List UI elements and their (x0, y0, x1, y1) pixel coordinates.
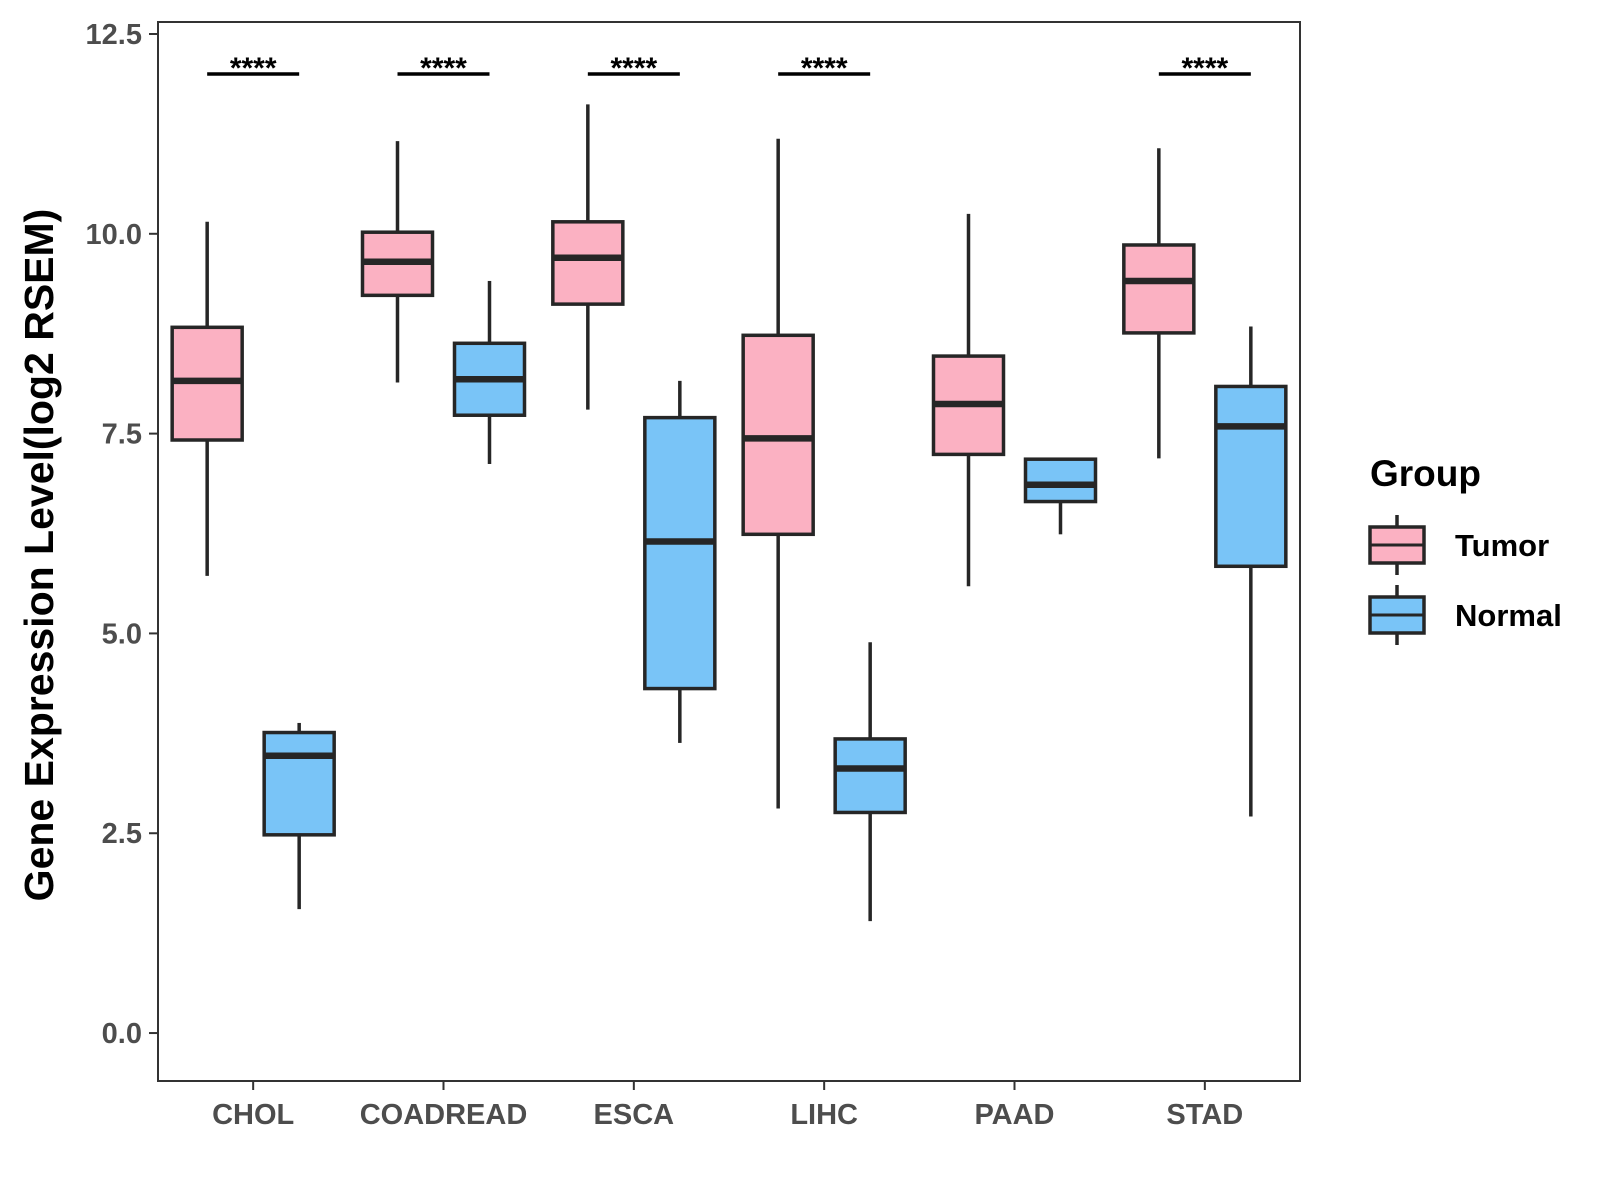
tumor-box-paad (931, 213, 1006, 587)
significance-label-lihc: **** (801, 52, 848, 85)
tumor-box-lihc (741, 138, 815, 809)
significance-label-coadread: **** (420, 52, 467, 85)
significance-label-esca: **** (610, 52, 657, 85)
y-tick-label: 10.0 (86, 219, 142, 251)
iqr-box (741, 333, 815, 537)
significance-label-chol: **** (230, 52, 277, 85)
x-tick-label-stad: STAD (1166, 1099, 1243, 1131)
normal-box-lihc (833, 642, 907, 922)
legend-key-normal (1368, 585, 1426, 645)
legend: Group Tumor Normal (1368, 453, 1562, 645)
iqr-box (1214, 384, 1288, 569)
y-tick-label: 7.5 (102, 419, 142, 451)
x-tick-label-chol: CHOL (212, 1099, 294, 1131)
y-tick-label: 2.5 (102, 818, 142, 850)
tumor-box-coadread (360, 141, 435, 383)
x-tick-label-lihc: LIHC (790, 1099, 858, 1131)
y-tick-label: 5.0 (102, 618, 142, 650)
axes: 0.0 2.5 5.0 7.5 10.0 12.5 CHOL COADREAD ESCA LIHC… (86, 19, 1301, 1131)
normal-box-coadread (452, 280, 527, 464)
iqr-box (1122, 243, 1196, 335)
normal-box-stad (1214, 326, 1288, 817)
legend-title: Group (1370, 453, 1481, 494)
y-axis-title: Gene Expression Level(log2 RSEM) (16, 209, 62, 902)
normal-box-chol (262, 722, 336, 910)
normal-box-paad (1023, 457, 1098, 535)
iqr-box (262, 730, 336, 837)
iqr-box (1023, 457, 1098, 504)
legend-key-tumor (1368, 515, 1426, 575)
iqr-box (551, 220, 625, 306)
plot-area: **** **** **** **** **** (170, 52, 1288, 922)
normal-box-esca (643, 380, 717, 743)
x-tick-label-esca: ESCA (594, 1099, 675, 1131)
x-tick-label-paad: PAAD (974, 1099, 1054, 1131)
legend-label-normal: Normal (1455, 598, 1562, 633)
iqr-box (833, 737, 907, 815)
y-tick-label: 12.5 (86, 19, 142, 51)
significance-label-stad: **** (1181, 52, 1228, 85)
tumor-box-chol (170, 221, 244, 576)
y-tick-label: 0.0 (102, 1018, 142, 1050)
legend-label-tumor: Tumor (1455, 528, 1549, 563)
tumor-box-esca (551, 104, 625, 410)
iqr-box (643, 415, 717, 691)
x-tick-label-coadread: COADREAD (360, 1099, 528, 1131)
tumor-box-stad (1122, 148, 1196, 459)
plot-panel-border (157, 21, 1301, 1082)
